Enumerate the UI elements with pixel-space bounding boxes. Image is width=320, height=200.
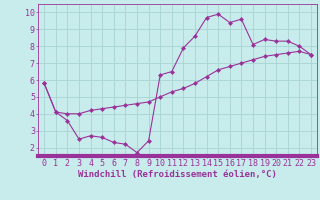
X-axis label: Windchill (Refroidissement éolien,°C): Windchill (Refroidissement éolien,°C) — [78, 170, 277, 179]
